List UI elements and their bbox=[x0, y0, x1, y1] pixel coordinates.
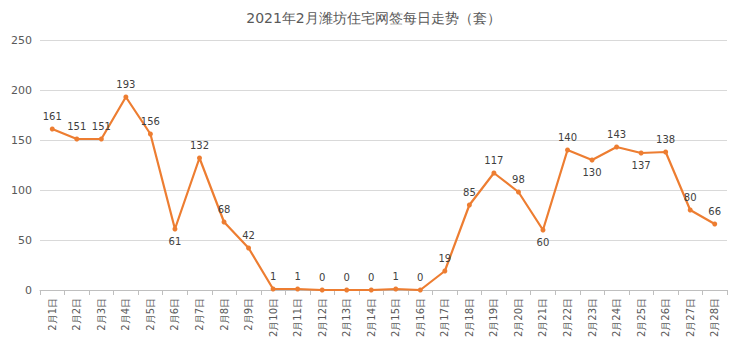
svg-text:0: 0 bbox=[319, 272, 325, 283]
svg-text:2月17日: 2月17日 bbox=[439, 298, 450, 337]
svg-text:2月15日: 2月15日 bbox=[390, 298, 401, 337]
svg-text:2月22日: 2月22日 bbox=[562, 298, 573, 337]
svg-text:2月26日: 2月26日 bbox=[660, 298, 671, 337]
svg-text:2月23日: 2月23日 bbox=[587, 298, 598, 337]
svg-text:130: 130 bbox=[583, 167, 602, 178]
svg-text:117: 117 bbox=[484, 155, 503, 166]
svg-text:0: 0 bbox=[368, 272, 374, 283]
svg-text:2月12日: 2月12日 bbox=[317, 298, 328, 337]
svg-text:143: 143 bbox=[607, 129, 626, 140]
svg-text:2月1日: 2月1日 bbox=[47, 298, 58, 331]
svg-text:2月21日: 2月21日 bbox=[537, 298, 548, 337]
svg-text:2月2日: 2月2日 bbox=[71, 298, 82, 331]
svg-text:2月25日: 2月25日 bbox=[636, 298, 647, 337]
svg-text:150: 150 bbox=[11, 134, 32, 147]
svg-text:1: 1 bbox=[294, 271, 300, 282]
svg-text:1: 1 bbox=[393, 271, 399, 282]
svg-text:68: 68 bbox=[218, 204, 231, 215]
svg-text:250: 250 bbox=[11, 34, 32, 47]
svg-text:0: 0 bbox=[417, 272, 423, 283]
svg-text:2月18日: 2月18日 bbox=[464, 298, 475, 337]
svg-text:42: 42 bbox=[242, 230, 255, 241]
svg-text:200: 200 bbox=[11, 84, 32, 97]
svg-text:137: 137 bbox=[632, 160, 651, 171]
svg-text:2月27日: 2月27日 bbox=[685, 298, 696, 337]
svg-text:2月3日: 2月3日 bbox=[96, 298, 107, 331]
svg-text:66: 66 bbox=[708, 206, 721, 217]
svg-text:19: 19 bbox=[438, 253, 451, 264]
svg-text:2月9日: 2月9日 bbox=[243, 298, 254, 331]
svg-text:2月5日: 2月5日 bbox=[145, 298, 156, 331]
svg-text:2月28日: 2月28日 bbox=[709, 298, 720, 337]
svg-text:193: 193 bbox=[116, 79, 135, 90]
svg-text:2月6日: 2月6日 bbox=[169, 298, 180, 331]
svg-text:85: 85 bbox=[463, 187, 476, 198]
svg-text:151: 151 bbox=[67, 121, 86, 132]
svg-text:156: 156 bbox=[141, 116, 160, 127]
svg-text:2月8日: 2月8日 bbox=[219, 298, 230, 331]
svg-text:2021年2月潍坊住宅网签每日走势（套）: 2021年2月潍坊住宅网签每日走势（套） bbox=[246, 10, 501, 26]
svg-text:2月11日: 2月11日 bbox=[292, 298, 303, 337]
svg-text:0: 0 bbox=[344, 272, 350, 283]
svg-text:132: 132 bbox=[190, 140, 209, 151]
svg-text:61: 61 bbox=[169, 236, 182, 247]
svg-text:140: 140 bbox=[558, 132, 577, 143]
svg-text:151: 151 bbox=[92, 121, 111, 132]
svg-text:50: 50 bbox=[18, 234, 32, 247]
svg-text:80: 80 bbox=[684, 192, 697, 203]
svg-text:2月13日: 2月13日 bbox=[341, 298, 352, 337]
svg-text:2月14日: 2月14日 bbox=[366, 298, 377, 337]
svg-text:2月24日: 2月24日 bbox=[611, 298, 622, 337]
svg-text:2月19日: 2月19日 bbox=[488, 298, 499, 337]
svg-text:2月20日: 2月20日 bbox=[513, 298, 524, 337]
svg-text:138: 138 bbox=[656, 134, 675, 145]
svg-text:98: 98 bbox=[512, 174, 525, 185]
svg-text:100: 100 bbox=[11, 184, 32, 197]
svg-text:161: 161 bbox=[43, 111, 62, 122]
svg-text:60: 60 bbox=[537, 237, 550, 248]
svg-text:2月10日: 2月10日 bbox=[268, 298, 279, 337]
svg-text:2月4日: 2月4日 bbox=[120, 298, 131, 331]
svg-text:0: 0 bbox=[25, 284, 32, 297]
svg-text:2月16日: 2月16日 bbox=[415, 298, 426, 337]
svg-text:2月7日: 2月7日 bbox=[194, 298, 205, 331]
svg-text:1: 1 bbox=[270, 271, 276, 282]
